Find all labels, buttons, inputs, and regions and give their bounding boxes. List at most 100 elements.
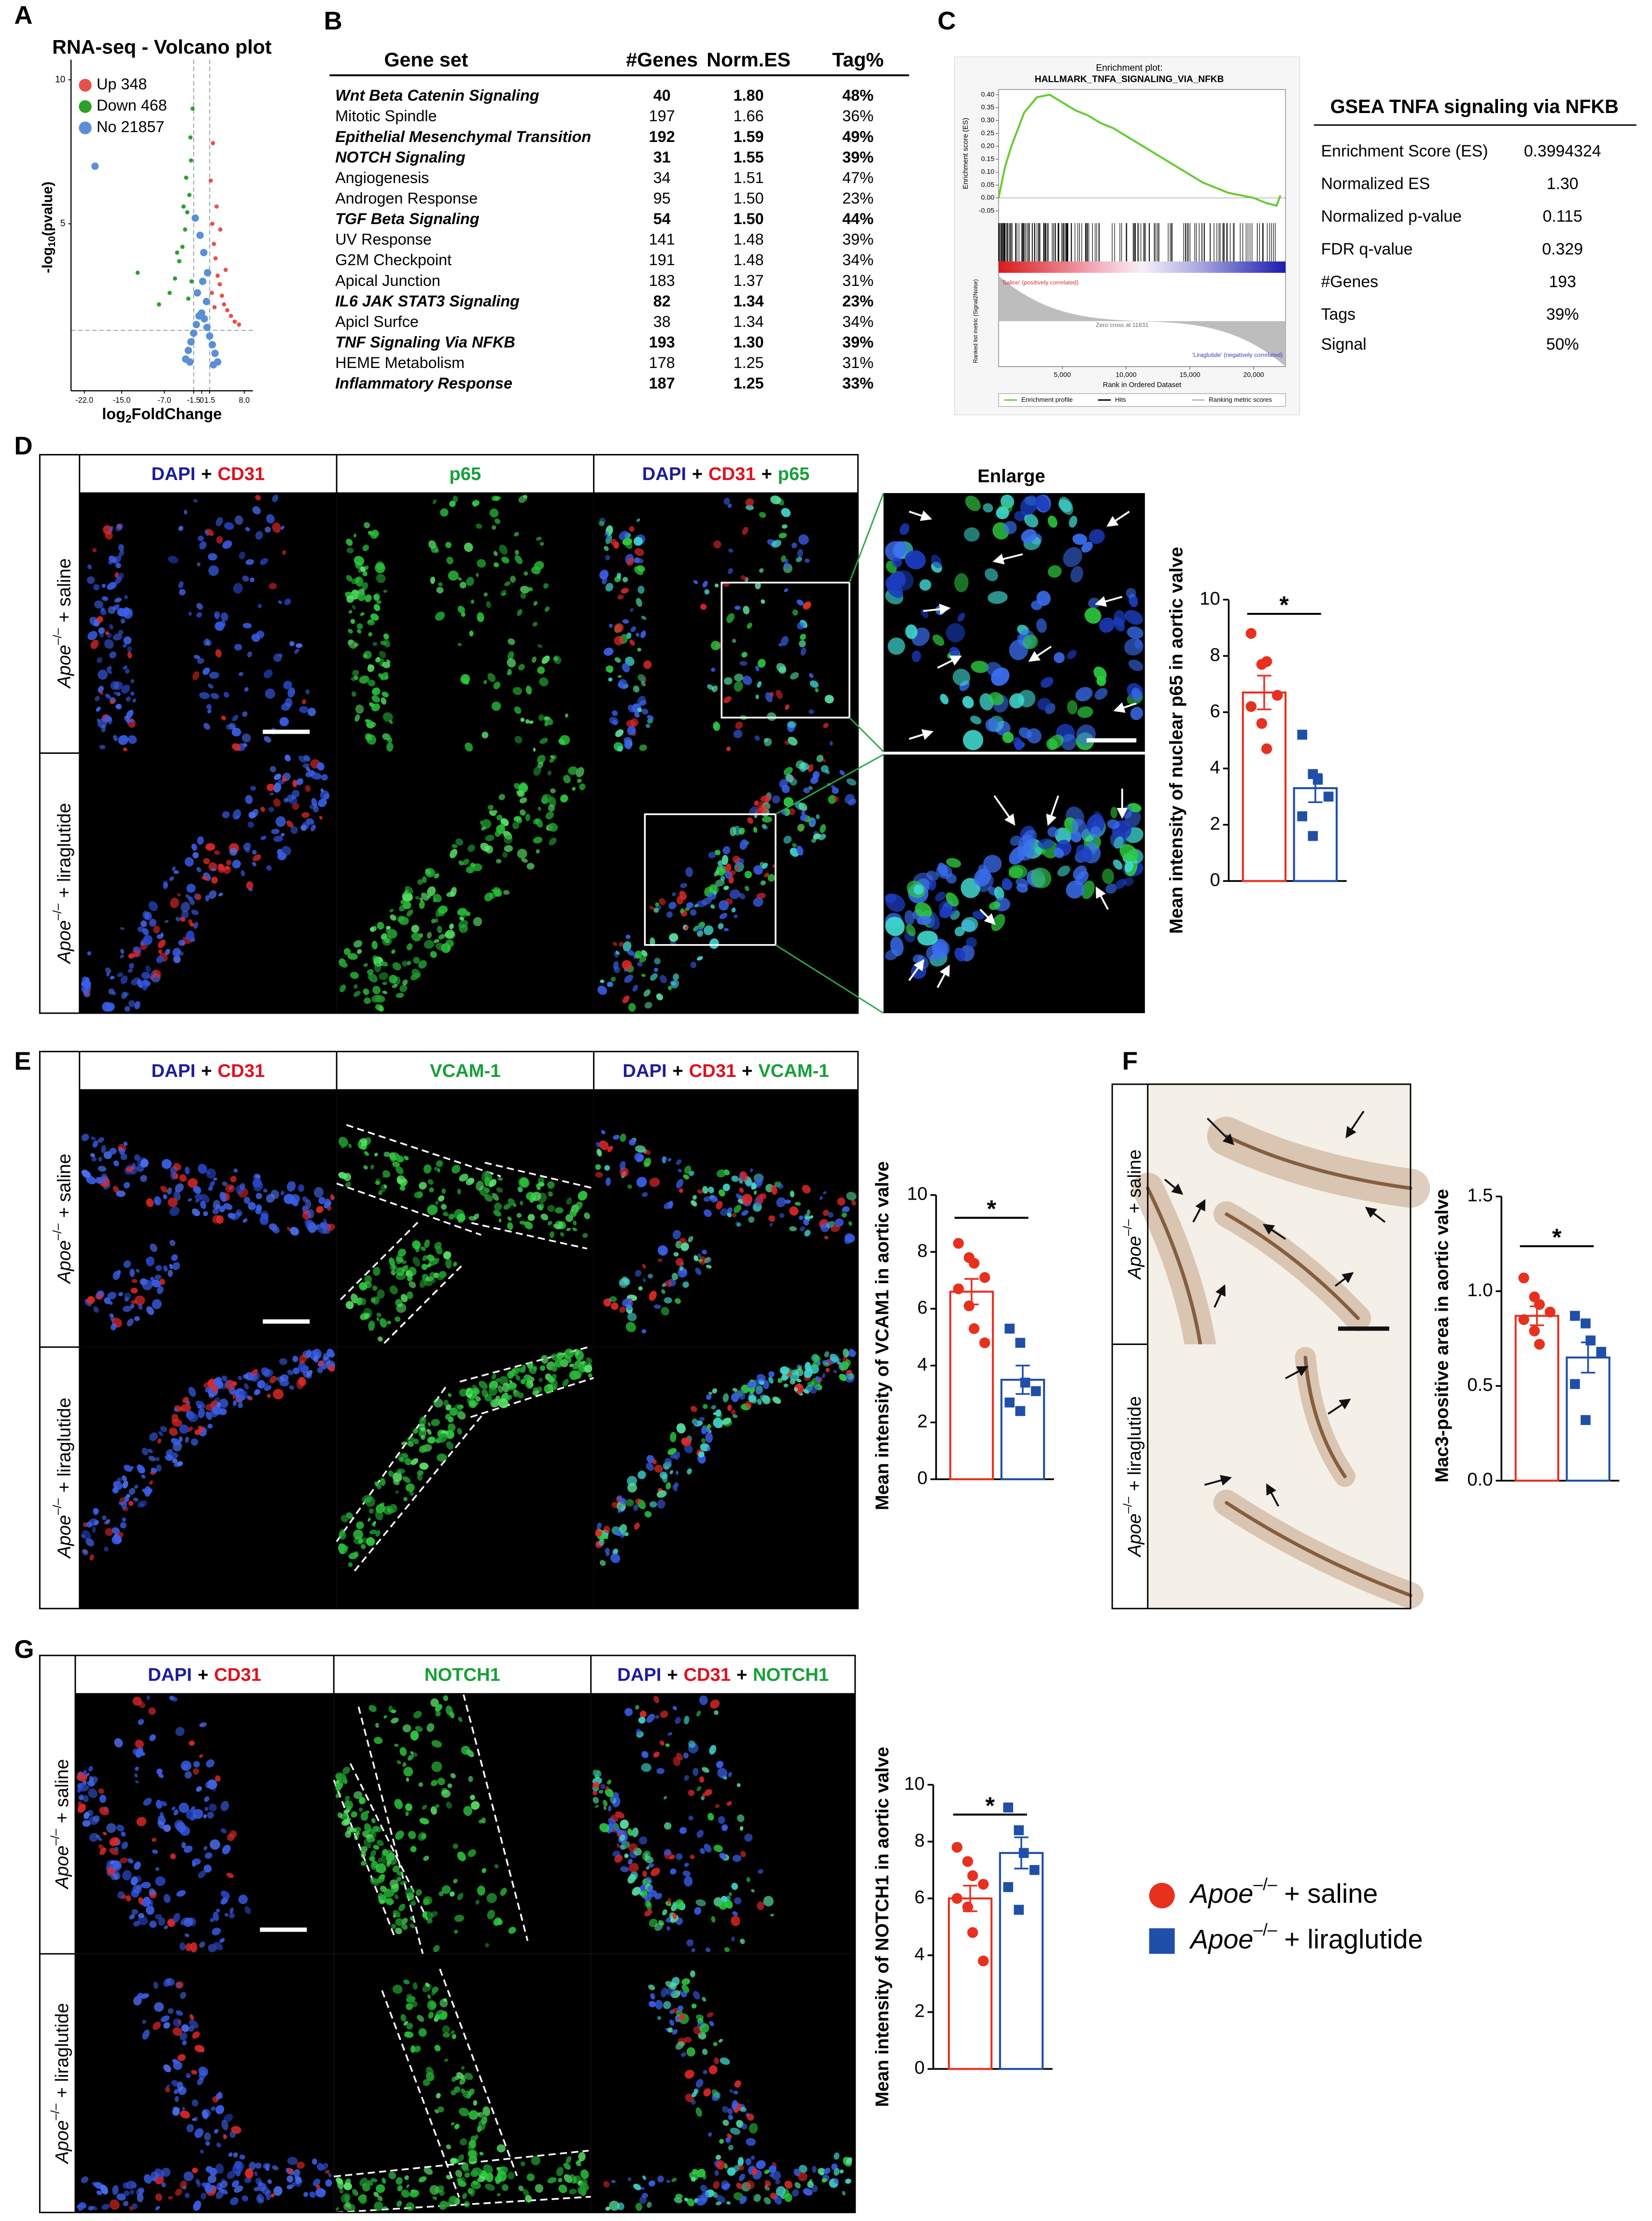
cell [109, 555, 117, 563]
cell [282, 776, 287, 782]
cell [377, 921, 384, 930]
cell [501, 593, 507, 596]
group-label: Apoe–/– + liraglutide [1121, 1396, 1145, 1557]
cell [273, 798, 281, 807]
cell [221, 620, 226, 627]
cell [260, 835, 267, 840]
cell [539, 737, 548, 744]
gsea-table-title: GSEA TNFA signaling via NFKB [1330, 96, 1619, 117]
cell [121, 991, 127, 999]
cell [271, 829, 280, 835]
table-cell: Apicl Surfce [335, 313, 419, 330]
cell [792, 843, 797, 848]
cell [640, 630, 646, 638]
cell [86, 576, 95, 584]
y-axis-label: Enrichment score (ES) [962, 118, 970, 189]
point [200, 249, 208, 256]
cell [794, 801, 804, 810]
cell [371, 941, 378, 950]
cell [622, 995, 630, 1004]
cell [367, 969, 374, 975]
cell [208, 553, 217, 561]
cell [232, 715, 239, 721]
cell [124, 595, 128, 599]
header-part: + [692, 464, 703, 484]
cell [379, 972, 388, 980]
cell [105, 693, 111, 699]
cell [604, 546, 609, 551]
cell [519, 797, 527, 804]
y-axis-label: Mean intensity of VCAM1 in aortic valve [872, 1161, 893, 1510]
cell [381, 961, 388, 967]
cell [172, 866, 176, 871]
cell [113, 681, 123, 690]
treatment: + saline [1124, 1149, 1145, 1214]
column-header: DAPI + CD31 [148, 1665, 261, 1685]
cell [181, 902, 190, 913]
cell [281, 846, 291, 856]
cell [797, 823, 805, 832]
cell [242, 575, 249, 582]
cell [247, 821, 254, 828]
cell [492, 701, 501, 711]
cell [643, 989, 651, 997]
cell [156, 955, 164, 963]
cell [614, 636, 624, 646]
table-cell: 23% [842, 292, 874, 310]
point [962, 1901, 974, 1912]
cell [639, 700, 647, 706]
significance-label: * [987, 1195, 996, 1222]
point [951, 1841, 963, 1853]
cell [386, 926, 391, 930]
cell [106, 666, 112, 672]
cell [800, 814, 808, 821]
cell [250, 786, 256, 791]
column-header: DAPI + CD31 [151, 464, 265, 484]
point [191, 214, 199, 222]
point [978, 1879, 989, 1890]
cell [292, 790, 300, 798]
table-cell: Wnt Beta Catenin Signaling [335, 87, 539, 104]
cell [608, 678, 613, 682]
cell [355, 704, 364, 714]
cell [286, 820, 294, 828]
cell [348, 629, 353, 634]
cell [788, 736, 798, 746]
gsea-stat-label: FDR q-value [1321, 240, 1413, 258]
cell [464, 542, 473, 552]
cell [128, 963, 134, 969]
gene: Apoe [1189, 1924, 1253, 1954]
cell [514, 706, 522, 714]
cell [783, 562, 790, 568]
cell [712, 685, 718, 693]
cell [113, 735, 118, 741]
header-part: + [198, 1665, 208, 1685]
table-cell: TNF Signaling Via NFKB [335, 334, 515, 351]
micrograph [593, 1089, 858, 1347]
table-cell: NOTCH Signaling [335, 148, 466, 166]
y-tick-label: 8 [918, 1240, 928, 1261]
cell [764, 798, 769, 804]
cell [120, 948, 125, 954]
cell [129, 719, 134, 723]
cell [449, 923, 454, 930]
cell [281, 833, 285, 837]
point [185, 210, 190, 214]
point [211, 350, 219, 357]
cell [639, 956, 647, 963]
gsea-stat-label: Normalized p-value [1321, 207, 1462, 226]
cell [605, 535, 612, 544]
cell [544, 716, 550, 721]
cell [493, 681, 501, 690]
cell [407, 909, 413, 917]
cell [726, 613, 734, 623]
label-part: (pvalue) [40, 182, 56, 236]
cell [142, 935, 153, 946]
x-tick-label: 0 [199, 396, 204, 405]
y-tick-label: 4 [915, 1944, 925, 1965]
cell [514, 555, 522, 565]
cell [373, 593, 381, 601]
cell [784, 559, 789, 563]
cell [440, 508, 449, 517]
table-cell: 1.25 [734, 354, 764, 371]
